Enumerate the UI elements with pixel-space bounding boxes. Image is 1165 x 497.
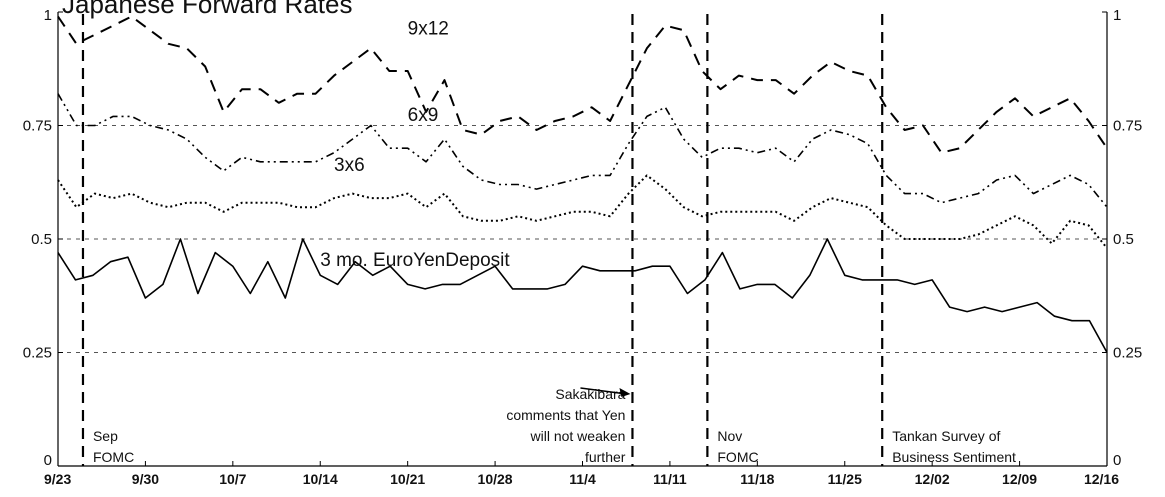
series-label-9x12: 9x12 <box>408 19 449 40</box>
event-label-line: Business Sentiment <box>892 449 1016 465</box>
event-label-line: will not weaken <box>530 428 626 444</box>
event-annotation-9-25: Sep FOMC <box>93 428 134 465</box>
x-tick-11/11: 11/11 <box>653 471 687 487</box>
series-label-3-mo-euroyendeposit: 3 mo. EuroYenDeposit <box>320 250 510 271</box>
y-tick-left-0.25: 0.25 <box>23 345 52 362</box>
x-tick-10/28: 10/28 <box>478 471 513 487</box>
event-label-line: comments that Yen <box>506 407 625 423</box>
event-label-line: further <box>585 449 626 465</box>
y-tick-left-0.5: 0.5 <box>31 231 52 248</box>
y-tick-right-0.75: 0.75 <box>1113 118 1142 135</box>
annotation-arrow-shaft <box>580 387 627 395</box>
series-line-9x12 <box>57 15 1108 154</box>
y-tick-left-0.75: 0.75 <box>23 118 52 135</box>
x-tick-11/4: 11/4 <box>569 471 596 487</box>
x-tick-12/09: 12/09 <box>1002 471 1037 487</box>
chart-title: Japanese Forward Rates <box>62 0 352 19</box>
x-tick-12/16: 12/16 <box>1084 471 1119 487</box>
y-tick-left-0: 0 <box>44 452 52 469</box>
event-label-line: Sep <box>93 428 118 444</box>
series-line-3-mo-euroyendeposit <box>57 238 1108 353</box>
series-line-3x6 <box>57 174 1108 249</box>
event-annotation-11-8: Sakakibara comments that Yen will not weak… <box>506 386 631 465</box>
annotation-arrow-head <box>619 388 631 397</box>
y-tick-right-0: 0 <box>1113 452 1121 469</box>
series-label-3x6: 3x6 <box>334 155 365 176</box>
x-tick-9/30: 9/30 <box>132 471 159 487</box>
x-tick-11/18: 11/18 <box>740 471 774 487</box>
y-tick-right-0.5: 0.5 <box>1113 231 1134 248</box>
series-line-6x9 <box>57 93 1108 208</box>
series-label-6x9: 6x9 <box>408 105 439 126</box>
event-annotation-11-14: Nov FOMC <box>717 428 758 465</box>
event-annotation-11-28: Tankan Survey of Business Sentiment <box>892 428 1016 465</box>
x-tick-11/25: 11/25 <box>828 471 862 487</box>
event-label-line: FOMC <box>717 449 758 465</box>
x-tick-10/7: 10/7 <box>219 471 246 487</box>
x-tick-10/21: 10/21 <box>390 471 425 487</box>
y-tick-right-1: 1 <box>1113 7 1121 24</box>
y-tick-right-0.25: 0.25 <box>1113 345 1142 362</box>
x-tick-9/23: 9/23 <box>44 471 71 487</box>
y-tick-left-1: 1 <box>44 7 52 24</box>
event-label-line: Nov <box>717 428 742 444</box>
event-label-line: Sakakibara <box>555 386 625 402</box>
event-label-line: FOMC <box>93 449 134 465</box>
event-label-line: Tankan Survey of <box>892 428 1000 444</box>
x-tick-12/02: 12/02 <box>915 471 950 487</box>
x-tick-10/14: 10/14 <box>303 471 338 487</box>
